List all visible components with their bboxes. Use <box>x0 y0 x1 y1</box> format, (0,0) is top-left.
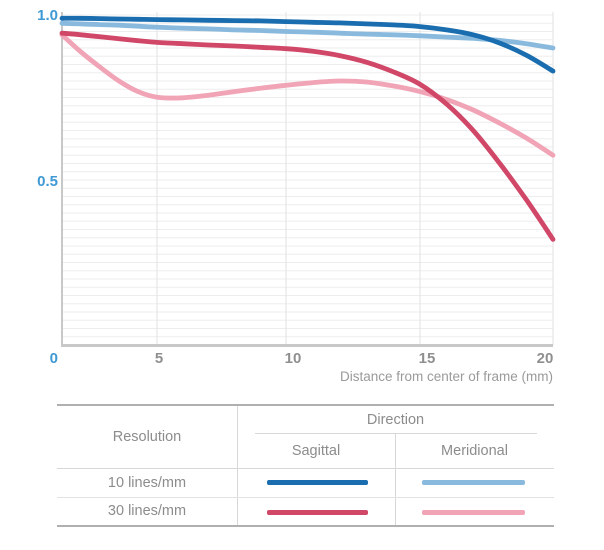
resolution-header: Resolution <box>112 429 182 445</box>
y-tick-0: 0 <box>49 350 58 367</box>
direction-header: Direction <box>366 411 425 428</box>
legend-line-10-meridional <box>422 479 525 485</box>
curve-10-lines-mm-sagittal <box>59 15 556 74</box>
curve-30-lines-mm-sagittal <box>59 30 556 242</box>
direction-underline <box>255 433 537 434</box>
table-header-divider <box>57 468 554 469</box>
y-tick-0-5: 0.5 <box>37 173 58 190</box>
meridional-header: Meridional <box>441 442 508 459</box>
legend-line-10-sagittal <box>267 479 368 485</box>
curve-10-lines-mm-meridional <box>59 20 556 51</box>
x-tick-15: 15 <box>418 350 436 367</box>
sagittal-header: Sagittal <box>291 442 341 459</box>
legend-line-30-meridional <box>422 509 525 515</box>
y-tick-1-0: 1.0 <box>37 7 58 24</box>
curve-30-lines-mm-meridional <box>59 32 556 158</box>
mtf-chart <box>59 12 556 347</box>
legend-line-30-sagittal <box>267 509 368 515</box>
x-tick-10: 10 <box>284 350 302 367</box>
row-10lines-label: 10 lines/mm <box>107 474 187 491</box>
row-30lines-label: 30 lines/mm <box>107 503 187 519</box>
legend-table: Resolution Direction Sagittal Meridional… <box>57 404 554 527</box>
table-row-divider <box>57 497 554 498</box>
x-tick-5: 5 <box>154 350 164 367</box>
x-tick-20: 20 <box>536 350 554 367</box>
table-column-divider <box>395 433 396 525</box>
x-axis-title: Distance from center of frame (mm) <box>339 369 553 384</box>
table-column-divider <box>237 406 238 525</box>
